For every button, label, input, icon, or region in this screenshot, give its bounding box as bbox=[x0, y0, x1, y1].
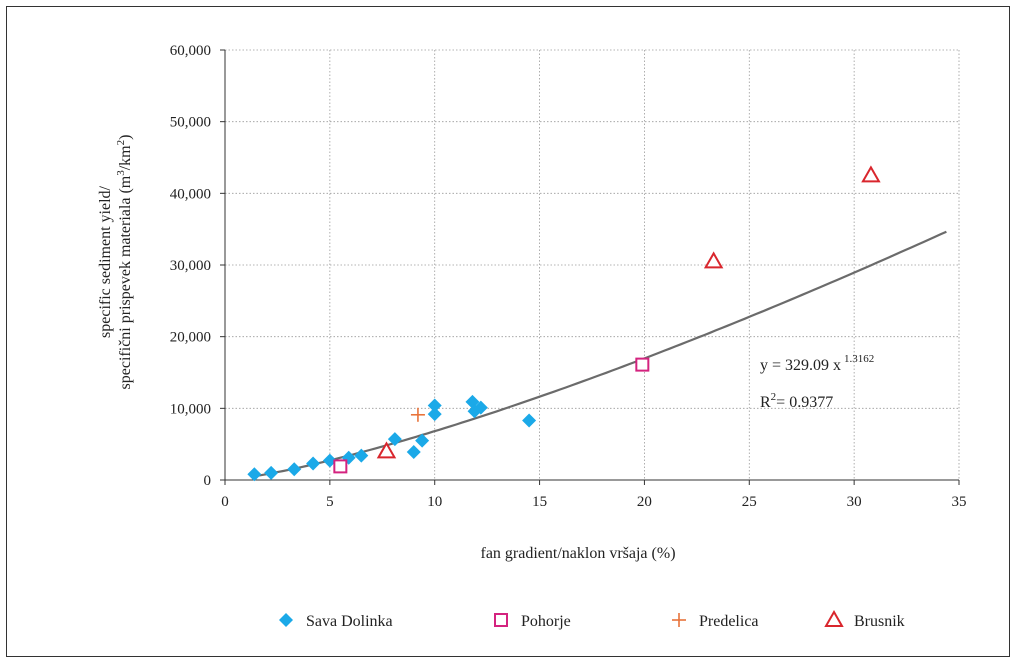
point-brusnik bbox=[703, 251, 724, 269]
point-sava-dolinka bbox=[427, 398, 442, 413]
point-sava-dolinka bbox=[287, 462, 302, 477]
point-sava-dolinka bbox=[522, 413, 537, 428]
point-predelica bbox=[410, 407, 425, 422]
point-sava-dolinka bbox=[406, 445, 421, 460]
legend-label-pohorje: Pohorje bbox=[521, 613, 571, 630]
point-sava-dolinka bbox=[354, 448, 369, 463]
trendline bbox=[254, 230, 947, 478]
legend-label-sava-dolinka: Sava Dolinka bbox=[306, 613, 393, 630]
data-points bbox=[247, 165, 881, 482]
y-tick-label: 50,000 bbox=[170, 115, 211, 131]
x-tick-label: 35 bbox=[952, 494, 967, 510]
trend-equation: y = 329.09 x 1.3162 bbox=[760, 353, 874, 374]
x-tick-labels: 0 5 10 15 20 25 30 35 bbox=[221, 494, 966, 510]
x-tick-label: 30 bbox=[847, 494, 862, 510]
y-axis-label: specific sediment yield/ specifični pris… bbox=[97, 135, 134, 390]
point-sava-dolinka bbox=[473, 400, 488, 415]
y-tick-label: 0 bbox=[204, 473, 212, 489]
y-tick-label: 40,000 bbox=[170, 186, 211, 202]
legend-marker-predelica bbox=[672, 613, 686, 627]
r-squared: R2= 0.9377 bbox=[760, 391, 833, 411]
point-pohorje bbox=[635, 357, 650, 372]
legend-marker-sava-dolinka bbox=[279, 613, 293, 627]
y-axis-label-line1: specific sediment yield/ bbox=[97, 185, 114, 338]
x-tick-label: 10 bbox=[427, 494, 442, 510]
x-tick-label: 20 bbox=[637, 494, 652, 510]
point-sava-dolinka bbox=[387, 432, 402, 447]
legend-marker-brusnik bbox=[824, 609, 844, 627]
grid-lines bbox=[225, 49, 960, 480]
y-tick-label: 20,000 bbox=[170, 330, 211, 346]
x-tick-label: 5 bbox=[326, 494, 334, 510]
chart-frame bbox=[6, 6, 1010, 657]
point-brusnik bbox=[376, 441, 397, 459]
point-sava-dolinka bbox=[415, 433, 430, 448]
point-sava-dolinka bbox=[306, 456, 321, 471]
legend: Sava Dolinka Pohorje Predelica Brusnik bbox=[279, 609, 905, 630]
point-sava-dolinka bbox=[465, 394, 480, 409]
axes bbox=[220, 49, 960, 485]
point-sava-dolinka bbox=[247, 467, 262, 482]
x-tick-label: 0 bbox=[221, 494, 229, 510]
y-tick-label: 60,000 bbox=[170, 43, 211, 59]
y-axis-label-line2: specifični prispevek materiala (m3/km2) bbox=[115, 135, 134, 390]
legend-marker-pohorje bbox=[494, 613, 508, 627]
legend-label-predelica: Predelica bbox=[699, 613, 759, 630]
point-sava-dolinka bbox=[427, 407, 442, 422]
x-tick-label: 15 bbox=[532, 494, 547, 510]
legend-label-brusnik: Brusnik bbox=[854, 613, 905, 630]
y-tick-label: 30,000 bbox=[170, 258, 211, 274]
point-brusnik bbox=[861, 165, 881, 183]
power-trendline bbox=[254, 230, 947, 478]
y-tick-labels: 0 10,000 20,000 30,000 40,000 50,000 60,000 bbox=[170, 43, 211, 489]
x-tick-label: 25 bbox=[742, 494, 757, 510]
y-tick-label: 10,000 bbox=[170, 401, 211, 417]
point-sava-dolinka bbox=[264, 465, 279, 480]
point-pohorje bbox=[333, 459, 348, 474]
x-axis-label: fan gradient/naklon vršaja (%) bbox=[480, 545, 675, 562]
